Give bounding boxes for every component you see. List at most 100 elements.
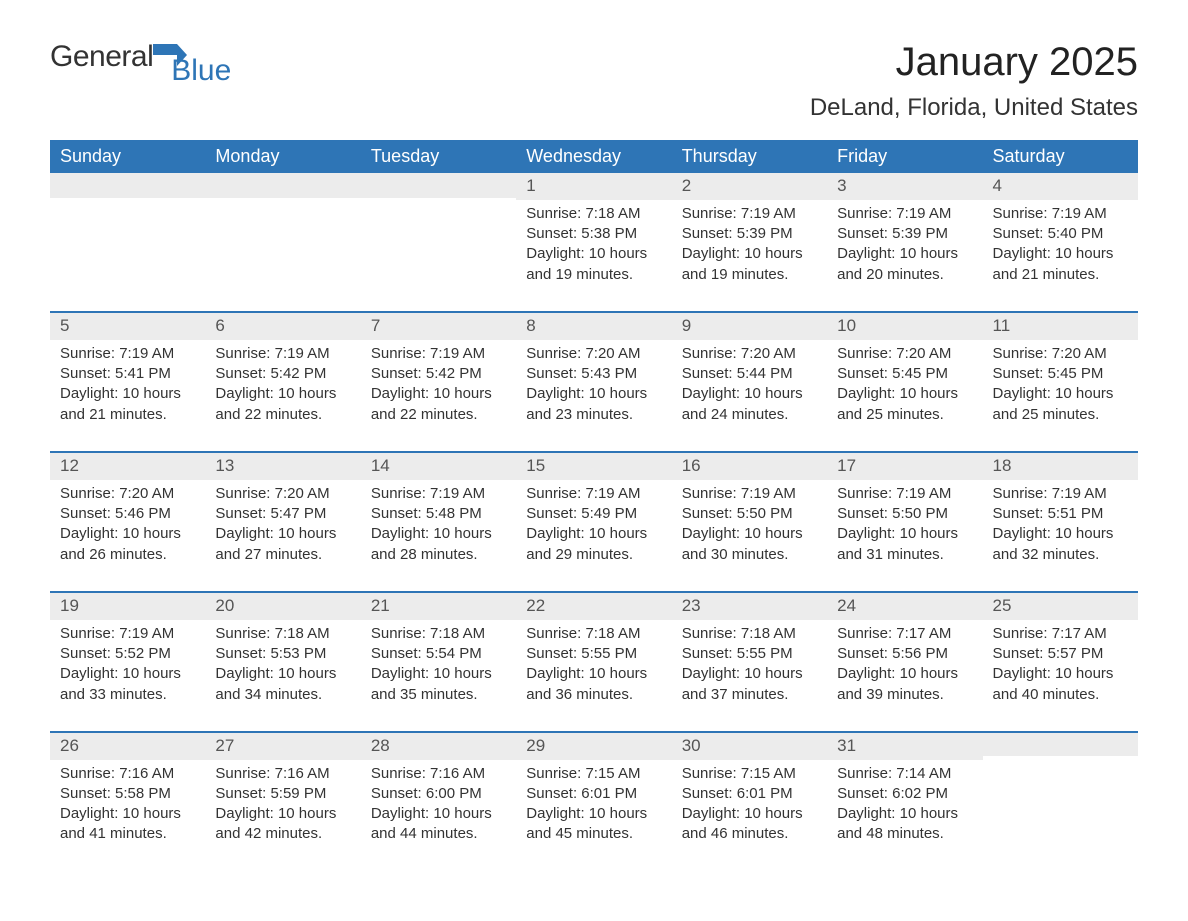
sunset-line: Sunset: 5:53 PM bbox=[215, 644, 350, 664]
day-cell: 16Sunrise: 7:19 AMSunset: 5:50 PMDayligh… bbox=[672, 451, 827, 591]
sunset-line: Sunset: 5:45 PM bbox=[993, 364, 1128, 384]
daylight-line: Daylight: 10 hours and 44 minutes. bbox=[371, 804, 506, 845]
daylight-line: Daylight: 10 hours and 23 minutes. bbox=[526, 384, 661, 425]
calendar-table: SundayMondayTuesdayWednesdayThursdayFrid… bbox=[50, 140, 1138, 871]
daylight-line: Daylight: 10 hours and 27 minutes. bbox=[215, 524, 350, 565]
day-number-strip: 21 bbox=[361, 591, 516, 620]
sunset-line: Sunset: 5:52 PM bbox=[60, 644, 195, 664]
day-number-strip: 16 bbox=[672, 451, 827, 480]
day-header: Wednesday bbox=[516, 140, 671, 173]
title-block: January 2025 DeLand, Florida, United Sta… bbox=[810, 40, 1138, 140]
day-body: Sunrise: 7:19 AMSunset: 5:49 PMDaylight:… bbox=[516, 484, 671, 565]
day-cell: 6Sunrise: 7:19 AMSunset: 5:42 PMDaylight… bbox=[205, 311, 360, 451]
daylight-line: Daylight: 10 hours and 33 minutes. bbox=[60, 664, 195, 705]
day-cell: 29 Sunrise: 7:15 AMSunset: 6:01 PMDayligh… bbox=[516, 731, 671, 871]
day-cell: 11Sunrise: 7:20 AMSunset: 5:45 PMDayligh… bbox=[983, 311, 1138, 451]
sunrise-line: Sunrise: 7:19 AM bbox=[371, 484, 506, 504]
sunset-line: Sunset: 5:55 PM bbox=[682, 644, 817, 664]
day-number-strip: 29 bbox=[516, 731, 671, 760]
daylight-line: Daylight: 10 hours and 35 minutes. bbox=[371, 664, 506, 705]
day-cell: 26 Sunrise: 7:16 AMSunset: 5:58 PMDayligh… bbox=[50, 731, 205, 871]
sunset-line: Sunset: 5:38 PM bbox=[526, 224, 661, 244]
month-title: January 2025 bbox=[810, 40, 1138, 84]
day-cell: 4 Sunrise: 7:19 AMSunset: 5:40 PMDaylight… bbox=[983, 173, 1138, 311]
sunrise-line: Sunrise: 7:20 AM bbox=[215, 484, 350, 504]
day-cell: 28Sunrise: 7:16 AMSunset: 6:00 PMDayligh… bbox=[361, 731, 516, 871]
day-number-strip: 12 bbox=[50, 451, 205, 480]
sunrise-line: Sunrise: 7:19 AM bbox=[682, 484, 817, 504]
sunset-line: Sunset: 5:56 PM bbox=[837, 644, 972, 664]
daylight-line: Daylight: 10 hours and 29 minutes. bbox=[526, 524, 661, 565]
week-row: 26Sunrise: 7:16 AMSunset: 5:58 PMDayligh… bbox=[50, 731, 1138, 871]
day-number-strip: 10 bbox=[827, 311, 982, 340]
day-cell: 14Sunrise: 7:19 AMSunset: 5:48 PMDayligh… bbox=[361, 451, 516, 591]
day-number-strip bbox=[205, 173, 360, 198]
logo-text-general: General bbox=[50, 40, 153, 74]
sunset-line: Sunset: 5:59 PM bbox=[215, 784, 350, 804]
daylight-line: Daylight: 10 hours and 19 minutes. bbox=[682, 244, 817, 285]
calendar-page: General Blue January 2025 DeLand, Florid… bbox=[0, 0, 1188, 921]
day-header: Tuesday bbox=[361, 140, 516, 173]
sunrise-line: Sunrise: 7:20 AM bbox=[60, 484, 195, 504]
day-cell: 22Sunrise: 7:18 AMSunset: 5:55 PMDayligh… bbox=[516, 591, 671, 731]
day-body: Sunrise: 7:19 AMSunset: 5:41 PMDaylight:… bbox=[50, 344, 205, 425]
sunrise-line: Sunrise: 7:19 AM bbox=[215, 344, 350, 364]
day-number-strip: 28 bbox=[361, 731, 516, 760]
day-body: Sunrise: 7:19 AMSunset: 5:40 PMDaylight:… bbox=[983, 204, 1138, 285]
sunset-line: Sunset: 5:58 PM bbox=[60, 784, 195, 804]
logo: General Blue bbox=[50, 40, 249, 74]
sunrise-line: Sunrise: 7:19 AM bbox=[993, 484, 1128, 504]
sunrise-line: Sunrise: 7:20 AM bbox=[682, 344, 817, 364]
day-body: Sunrise: 7:19 AMSunset: 5:52 PMDaylight:… bbox=[50, 624, 205, 705]
sunrise-line: Sunrise: 7:16 AM bbox=[60, 764, 195, 784]
day-number-strip: 22 bbox=[516, 591, 671, 620]
day-cell: 10Sunrise: 7:20 AMSunset: 5:45 PMDayligh… bbox=[827, 311, 982, 451]
day-body: Sunrise: 7:20 AMSunset: 5:44 PMDaylight:… bbox=[672, 344, 827, 425]
day-number-strip: 15 bbox=[516, 451, 671, 480]
day-body: Sunrise: 7:20 AMSunset: 5:45 PMDaylight:… bbox=[983, 344, 1138, 425]
sunrise-line: Sunrise: 7:18 AM bbox=[371, 624, 506, 644]
day-number-strip: 26 bbox=[50, 731, 205, 760]
daylight-line: Daylight: 10 hours and 21 minutes. bbox=[60, 384, 195, 425]
sunset-line: Sunset: 5:45 PM bbox=[837, 364, 972, 384]
day-body: Sunrise: 7:19 AMSunset: 5:39 PMDaylight:… bbox=[827, 204, 982, 285]
day-cell: 13Sunrise: 7:20 AMSunset: 5:47 PMDayligh… bbox=[205, 451, 360, 591]
day-number-strip: 4 bbox=[983, 173, 1138, 200]
sunrise-line: Sunrise: 7:20 AM bbox=[526, 344, 661, 364]
day-body: Sunrise: 7:19 AMSunset: 5:42 PMDaylight:… bbox=[205, 344, 360, 425]
day-number-strip: 7 bbox=[361, 311, 516, 340]
day-number-strip bbox=[361, 173, 516, 198]
day-cell: 8Sunrise: 7:20 AMSunset: 5:43 PMDaylight… bbox=[516, 311, 671, 451]
sunrise-line: Sunrise: 7:18 AM bbox=[215, 624, 350, 644]
day-body: Sunrise: 7:20 AMSunset: 5:47 PMDaylight:… bbox=[205, 484, 360, 565]
sunrise-line: Sunrise: 7:18 AM bbox=[682, 624, 817, 644]
day-body: Sunrise: 7:18 AMSunset: 5:38 PMDaylight:… bbox=[516, 204, 671, 285]
sunset-line: Sunset: 5:55 PM bbox=[526, 644, 661, 664]
day-number-strip: 8 bbox=[516, 311, 671, 340]
day-body: Sunrise: 7:15 AMSunset: 6:01 PMDaylight:… bbox=[672, 764, 827, 845]
sunrise-line: Sunrise: 7:19 AM bbox=[837, 484, 972, 504]
daylight-line: Daylight: 10 hours and 32 minutes. bbox=[993, 524, 1128, 565]
day-body: Sunrise: 7:19 AMSunset: 5:51 PMDaylight:… bbox=[983, 484, 1138, 565]
day-body: Sunrise: 7:19 AMSunset: 5:42 PMDaylight:… bbox=[361, 344, 516, 425]
day-cell: 23Sunrise: 7:18 AMSunset: 5:55 PMDayligh… bbox=[672, 591, 827, 731]
day-cell: 18Sunrise: 7:19 AMSunset: 5:51 PMDayligh… bbox=[983, 451, 1138, 591]
day-number-strip bbox=[50, 173, 205, 198]
day-cell: 3Sunrise: 7:19 AMSunset: 5:39 PMDaylight… bbox=[827, 173, 982, 311]
daylight-line: Daylight: 10 hours and 25 minutes. bbox=[993, 384, 1128, 425]
daylight-line: Daylight: 10 hours and 41 minutes. bbox=[60, 804, 195, 845]
sunrise-line: Sunrise: 7:19 AM bbox=[682, 204, 817, 224]
day-body: Sunrise: 7:19 AMSunset: 5:48 PMDaylight:… bbox=[361, 484, 516, 565]
day-cell: 9Sunrise: 7:20 AMSunset: 5:44 PMDaylight… bbox=[672, 311, 827, 451]
daylight-line: Daylight: 10 hours and 19 minutes. bbox=[526, 244, 661, 285]
day-header: Saturday bbox=[983, 140, 1138, 173]
week-row: 5Sunrise: 7:19 AMSunset: 5:41 PMDaylight… bbox=[50, 311, 1138, 451]
sunset-line: Sunset: 5:49 PM bbox=[526, 504, 661, 524]
day-body: Sunrise: 7:14 AMSunset: 6:02 PMDaylight:… bbox=[827, 764, 982, 845]
day-body: Sunrise: 7:15 AMSunset: 6:01 PMDaylight:… bbox=[516, 764, 671, 845]
daylight-line: Daylight: 10 hours and 39 minutes. bbox=[837, 664, 972, 705]
day-body: Sunrise: 7:17 AMSunset: 5:56 PMDaylight:… bbox=[827, 624, 982, 705]
daylight-line: Daylight: 10 hours and 22 minutes. bbox=[215, 384, 350, 425]
sunset-line: Sunset: 5:44 PM bbox=[682, 364, 817, 384]
day-body: Sunrise: 7:18 AMSunset: 5:53 PMDaylight:… bbox=[205, 624, 360, 705]
